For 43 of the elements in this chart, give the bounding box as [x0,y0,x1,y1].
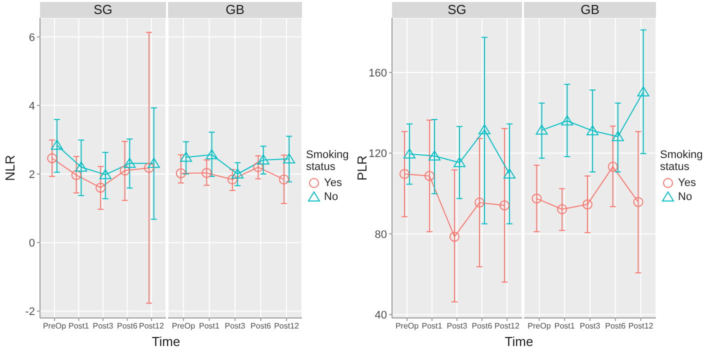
y-tick-label: 120 [368,148,387,160]
x-tick-label: Post12 [628,322,654,331]
x-tick-label: Post1 [198,322,220,331]
x-tick-label: PreOp [42,322,67,331]
legend-label: Yes [678,176,696,188]
x-tick-label: Post3 [446,322,468,331]
x-tick-label: Post1 [422,322,443,331]
chart-title: SG [40,2,166,18]
y-tick-label: 4 [28,100,35,112]
x-tick-label: Post3 [580,322,601,331]
x-tick-label: Post12 [494,322,520,331]
x-tick-label: PreOp [172,322,196,331]
x-tick-label: Post12 [139,322,164,331]
x-axis-title: Time [150,334,182,347]
x-tick-label: Post12 [274,322,300,331]
y-axis-title: PLR [354,155,370,181]
y-axis-title: NLR [2,154,18,182]
x-axis-title: Time [504,334,534,347]
y-tick-label: 6 [28,32,35,44]
x-tick-label: Post1 [554,322,576,331]
legend-label: No [324,190,338,202]
legend-title: Smoking status [660,148,704,172]
chart-title: GB [524,2,656,18]
legend-title: Smoking status [306,148,350,172]
x-tick-label: Post3 [92,322,114,331]
y-tick-label: 40 [374,309,387,322]
x-tick-label: PreOp [395,322,420,331]
chart-title: GB [168,2,302,18]
y-tick-label: 0 [28,237,35,250]
y-tick-label: -2 [25,306,35,318]
y-tick-label: 160 [368,67,387,80]
x-tick-label: Post6 [472,322,493,331]
legend-label: Yes [324,176,342,188]
chart-title: SG [392,2,522,18]
x-tick-label: Post6 [605,322,626,331]
legend-label: No [678,190,692,202]
y-tick-label: 2 [28,168,35,181]
x-tick-label: Post6 [250,322,272,331]
x-tick-label: Post3 [224,322,246,331]
x-tick-label: PreOp [528,322,552,331]
x-tick-label: Post1 [68,322,90,331]
x-tick-label: Post6 [116,322,138,331]
y-tick-label: 80 [374,228,387,241]
